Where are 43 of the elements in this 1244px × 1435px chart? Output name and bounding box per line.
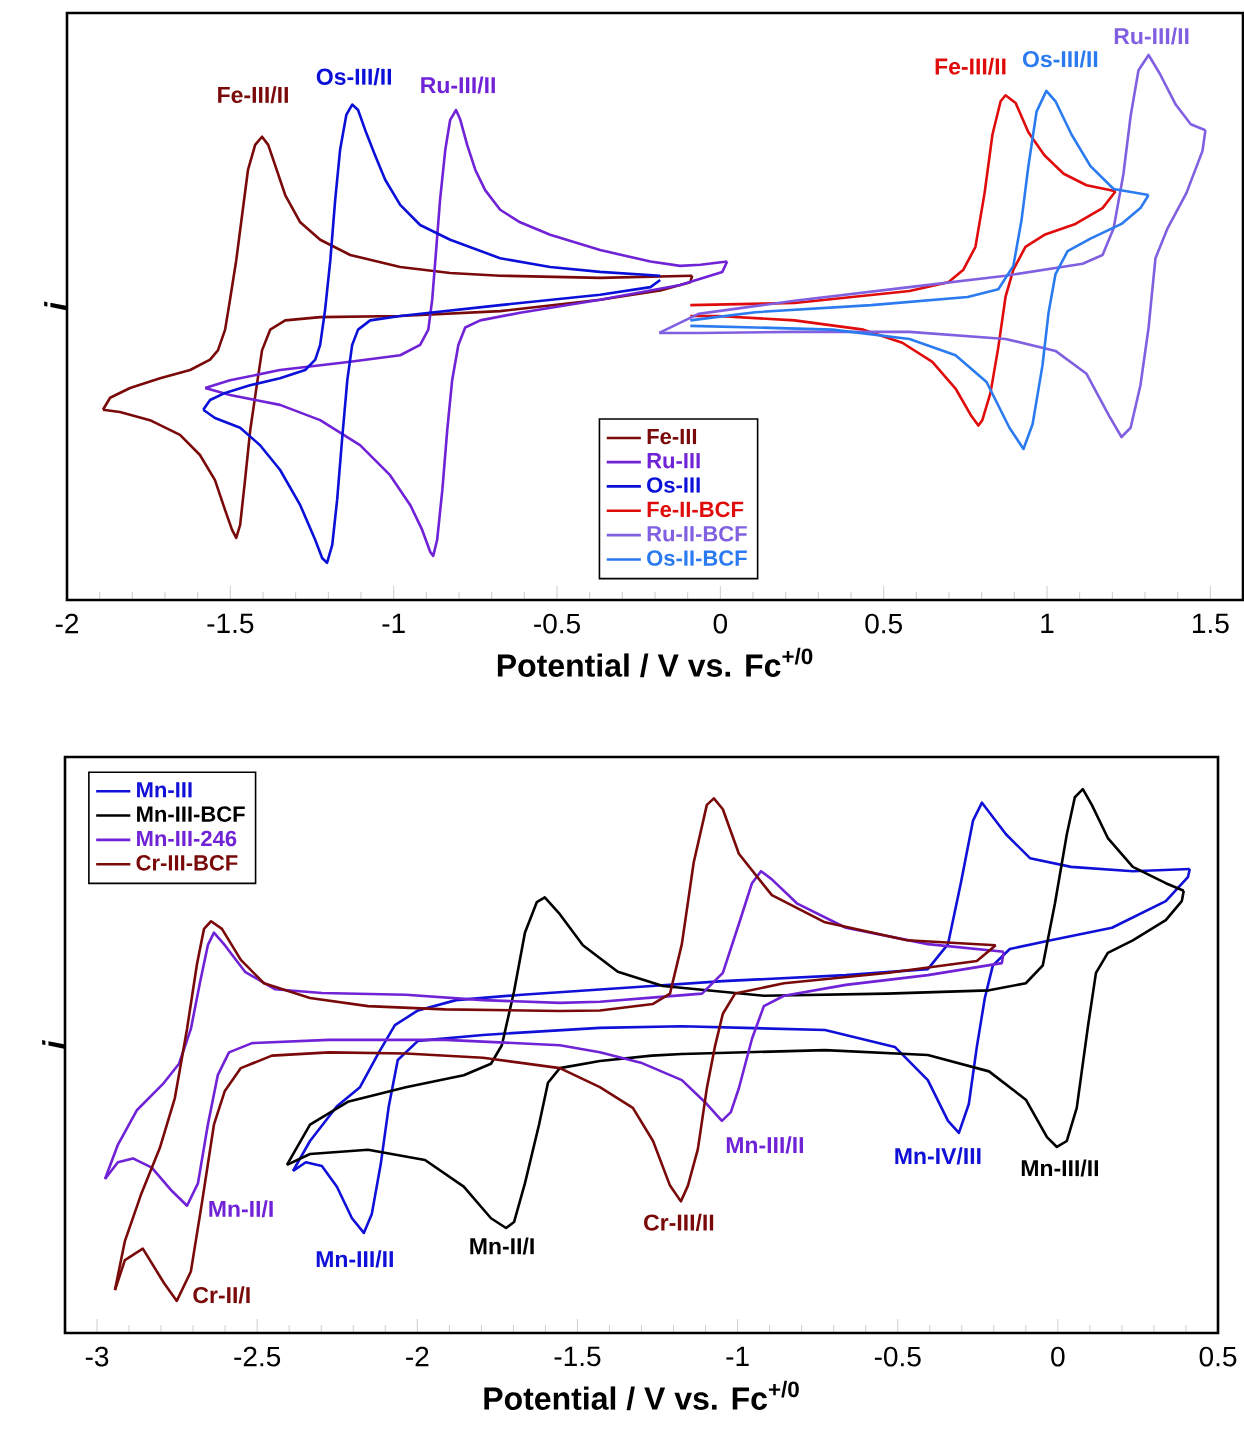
x-tick-label: 0 <box>1051 1346 1065 1367</box>
annotation: Ru-III/II <box>421 76 495 94</box>
x-tick-label: -0.5 <box>534 613 580 634</box>
legend-label: Os-II-BCF <box>647 550 747 566</box>
annotation: Fe-III/II <box>935 57 1006 75</box>
legend-label: Ru-III <box>647 453 700 469</box>
y-axis-title: i <box>44 301 68 311</box>
x-tick-label: 0.5 <box>1199 1346 1237 1367</box>
annotation: Mn-III/II <box>726 1136 803 1154</box>
x-tick-label: -3 <box>85 1346 109 1367</box>
x-tick-label: -2 <box>55 613 79 634</box>
x-tick-label: 0.5 <box>865 613 902 634</box>
annotation: Mn-III/II <box>316 1250 393 1268</box>
x-tick-label: -0.5 <box>874 1346 921 1367</box>
x-tick-label: -2.5 <box>234 1346 281 1367</box>
legend-label: Ru-II-BCF <box>647 525 747 542</box>
x-tick-label: -1 <box>726 1346 749 1366</box>
annotation: Mn-III/II <box>1021 1159 1098 1177</box>
annotation: Cr-II/I <box>193 1286 250 1304</box>
x-tick-label: -2 <box>406 1346 429 1367</box>
annotation: Cr-III/II <box>644 1213 714 1231</box>
legend-label: Cr-III-BCF <box>136 855 238 871</box>
x-tick-label: 1 <box>1041 613 1054 633</box>
x-axis-title: Potential / V vs. Fc$^{+/0}$ <box>497 647 813 678</box>
annotation: Mn-II/I <box>470 1237 534 1255</box>
legend-label: Fe-II-BCF <box>647 501 744 518</box>
x-tick-label: -1.5 <box>207 613 254 634</box>
annotation: Os-III/II <box>316 68 392 86</box>
legend-label: Mn-III <box>137 782 192 798</box>
x-tick-label: -1 <box>382 613 405 633</box>
x-axis-title: Potential / V vs. Fc$^{+/0}$ <box>484 1380 799 1411</box>
annotation: Fe-III/II <box>218 86 288 104</box>
annotation: Os-III/II <box>1022 50 1098 68</box>
annotation: Mn-II/I <box>209 1200 273 1218</box>
legend-label: Mn-III-BCF <box>137 806 245 822</box>
annotation: Ru-III/II <box>1114 27 1189 45</box>
legend-label: Os-III <box>647 477 700 493</box>
x-tick-label: 1.5 <box>1193 613 1229 634</box>
annotation: Mn-IV/III <box>895 1147 981 1165</box>
x-tick-label: -1.5 <box>554 1346 601 1367</box>
legend-label: Mn-III-246 <box>137 830 237 847</box>
x-tick-label: 0 <box>713 613 728 634</box>
legend-label: Fe-III <box>647 428 697 445</box>
